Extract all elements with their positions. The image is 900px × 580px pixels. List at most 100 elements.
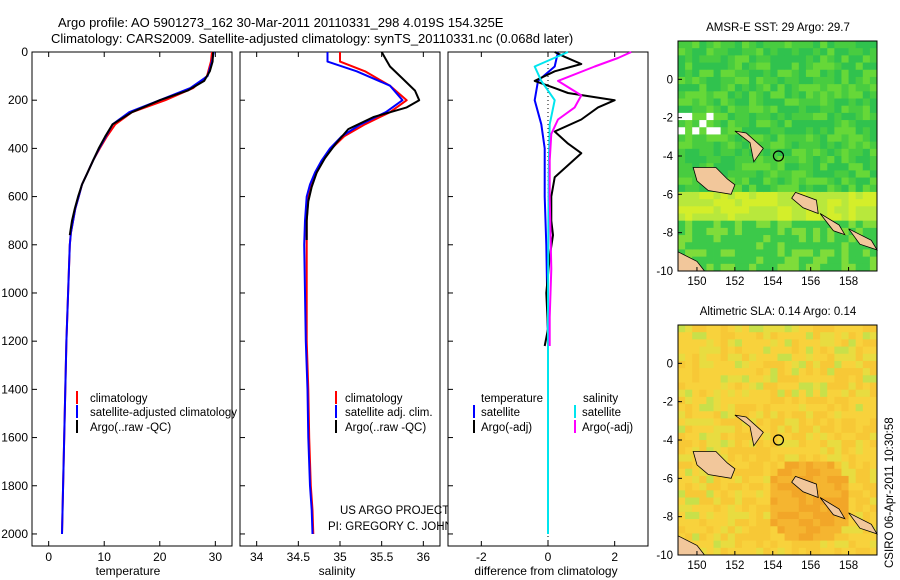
map-cell xyxy=(841,91,849,99)
map-cell xyxy=(798,55,807,63)
map-cell xyxy=(841,447,849,455)
map-cell xyxy=(692,353,700,362)
map-cell xyxy=(848,339,857,347)
map-cell xyxy=(741,497,750,506)
map-cell xyxy=(841,220,849,229)
map-cell xyxy=(813,382,821,391)
map-cell xyxy=(770,526,778,534)
map-cell xyxy=(749,76,757,85)
map-cell xyxy=(756,360,764,369)
map-cell xyxy=(834,440,842,448)
map-cell xyxy=(820,360,828,369)
map-cell xyxy=(720,227,729,236)
map-cell xyxy=(820,55,828,63)
map-cell xyxy=(869,497,878,506)
map-cell xyxy=(734,191,743,200)
map-cell xyxy=(834,98,842,107)
map-cell xyxy=(777,353,786,362)
map-cell xyxy=(848,55,857,63)
map-cell xyxy=(784,199,793,207)
map-cell xyxy=(834,396,842,405)
map-cell xyxy=(741,206,750,214)
map-cell xyxy=(834,339,842,347)
map-cell xyxy=(685,497,693,506)
map-cell xyxy=(813,120,821,128)
map-cell xyxy=(798,461,807,470)
map-cell xyxy=(727,55,736,63)
map-cell xyxy=(756,48,764,56)
map-cell xyxy=(791,206,800,214)
map-xtick-label: 156 xyxy=(801,276,820,288)
map-cell xyxy=(685,454,693,462)
map-cell xyxy=(784,360,793,369)
map-cell xyxy=(791,227,800,236)
map-cell xyxy=(784,177,793,186)
map-cell xyxy=(855,156,864,164)
map-cell xyxy=(841,461,849,470)
temperature-ytick-label: 200 xyxy=(8,93,28,107)
map-cell xyxy=(805,170,814,178)
map-cell xyxy=(813,339,821,347)
map-cell xyxy=(678,447,686,455)
map-cell xyxy=(827,242,835,250)
map-cell xyxy=(749,468,757,477)
map-cell xyxy=(720,346,729,355)
map-cell xyxy=(763,475,771,484)
legend-label-climatology: climatology xyxy=(345,393,403,405)
map-cell xyxy=(827,547,835,556)
map-cell xyxy=(685,91,693,99)
map-cell xyxy=(685,404,693,412)
map-cell xyxy=(798,411,807,419)
map-cell xyxy=(727,41,736,49)
map-xtick-label: 150 xyxy=(687,560,706,572)
map-cell xyxy=(869,389,878,398)
map-cell xyxy=(813,263,821,272)
map-cell xyxy=(791,91,800,99)
map-cell xyxy=(798,511,807,520)
map-cell xyxy=(791,468,800,477)
map-cell xyxy=(820,62,828,71)
map-cell xyxy=(685,148,693,157)
map-cell xyxy=(734,339,743,347)
map-cell xyxy=(713,418,722,427)
map-cell xyxy=(678,475,686,484)
map-cell xyxy=(784,396,793,405)
map-cell xyxy=(734,547,743,556)
map-cell xyxy=(741,332,750,340)
map-cell xyxy=(791,382,800,391)
map-cell xyxy=(713,368,722,376)
map-cell xyxy=(820,454,828,462)
map-cell xyxy=(756,242,764,250)
map-cell xyxy=(763,447,771,455)
map-cell xyxy=(727,134,736,143)
map-cell xyxy=(692,368,700,376)
salinity-lines xyxy=(303,51,421,535)
map-cell xyxy=(869,112,878,121)
map-cell xyxy=(756,411,764,419)
map-cell xyxy=(862,105,871,114)
map-cell xyxy=(720,127,729,135)
map-ytick-label: 0 xyxy=(667,358,673,370)
map-cell xyxy=(749,440,757,448)
map-cell xyxy=(692,191,700,200)
map-cell xyxy=(834,497,842,506)
map-cell xyxy=(763,220,771,229)
map-cell xyxy=(834,191,842,200)
map-cell xyxy=(848,98,857,107)
map-cell xyxy=(685,199,693,207)
map-cell xyxy=(678,519,686,527)
map-cell xyxy=(784,206,793,214)
legend-label-temp-satellite: satellite xyxy=(481,407,520,419)
map-cell xyxy=(805,263,814,272)
map-cell xyxy=(706,249,714,258)
map-cell xyxy=(791,389,800,398)
map-cell xyxy=(678,404,686,412)
map-cell xyxy=(763,120,771,128)
map-cell xyxy=(734,504,743,513)
map-xtick-label: 154 xyxy=(763,276,783,288)
map-cell xyxy=(741,440,750,448)
map-cell xyxy=(756,461,764,470)
map-cell xyxy=(862,447,871,455)
map-cell xyxy=(706,84,714,92)
map-cell xyxy=(777,382,786,391)
